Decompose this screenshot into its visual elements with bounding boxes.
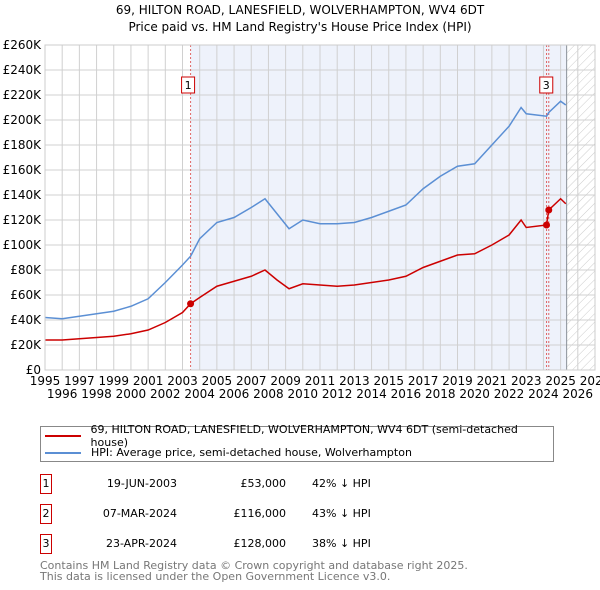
y-tick-label: £80K xyxy=(10,263,42,277)
x-tick-label: 2006 xyxy=(219,387,250,401)
x-tick-label: 2025 xyxy=(545,374,576,388)
sale-marker-badge: 2 xyxy=(40,504,52,524)
x-tick-label: 2001 xyxy=(133,374,164,388)
y-tick-label: £260K xyxy=(3,38,43,52)
x-tick-label: 2008 xyxy=(253,387,284,401)
y-tick-label: £220K xyxy=(3,88,43,102)
y-tick-label: £200K xyxy=(3,113,43,127)
x-tick-label: 2020 xyxy=(459,387,490,401)
x-tick-label: 2011 xyxy=(305,374,336,388)
y-tick-label: £100K xyxy=(3,238,43,252)
x-tick-label: 2018 xyxy=(425,387,456,401)
legend-label: HPI: Average price, semi-detached house,… xyxy=(91,446,412,459)
x-tick-label: 2002 xyxy=(150,387,181,401)
y-tick-label: £140K xyxy=(3,188,43,202)
sale-marker-badge: 1 xyxy=(40,474,52,494)
x-tick-label: 2013 xyxy=(339,374,370,388)
plot-border xyxy=(44,44,596,371)
legend-item-hpi: HPI: Average price, semi-detached house,… xyxy=(41,444,412,461)
y-tick-label: £60K xyxy=(10,288,42,302)
hpi-line xyxy=(44,100,567,320)
sale-label-box xyxy=(181,76,196,94)
x-tick-label: 2023 xyxy=(511,374,542,388)
x-tick-label: 1995 xyxy=(30,374,61,388)
sale-date: 19-JUN-2003 xyxy=(106,477,177,490)
x-tick-label: 2003 xyxy=(167,374,198,388)
red-line-swatch xyxy=(45,434,81,437)
x-tick-label: 2007 xyxy=(236,374,267,388)
sale-date: 23-APR-2024 xyxy=(105,537,177,550)
sale-point xyxy=(543,221,551,229)
chart-title: 69, HILTON ROAD, LANESFIELD, WOLVERHAMPT… xyxy=(115,3,485,17)
x-tick-label: 2022 xyxy=(494,387,525,401)
y-tick-label: £120K xyxy=(3,213,43,227)
x-tick-label: 2000 xyxy=(116,387,147,401)
ownership-shade xyxy=(190,45,567,370)
x-tick-label: 1997 xyxy=(64,374,95,388)
x-tick-label: 2004 xyxy=(184,387,215,401)
legend: 69, HILTON ROAD, LANESFIELD, WOLVERHAMPT… xyxy=(40,423,554,462)
sale-delta: 43% ↓ HPI xyxy=(312,507,371,520)
footer-line: Contains HM Land Registry data © Crown c… xyxy=(40,559,468,572)
legend-item-property: 69, HILTON ROAD, LANESFIELD, WOLVERHAMPT… xyxy=(41,423,553,449)
y-tick-label: £160K xyxy=(3,163,43,177)
x-tick-label: 2015 xyxy=(373,374,404,388)
forecast-hatch xyxy=(566,45,595,370)
sale-date: 07-MAR-2024 xyxy=(102,507,177,520)
sale-label: 3 xyxy=(543,79,550,92)
x-tick-label: 2027 xyxy=(580,374,600,388)
price-chart: £0 £20K £40K £60K £80K £100K £120K £140K £160K £1… xyxy=(3,38,600,401)
sale-point xyxy=(187,300,195,308)
sale-point xyxy=(545,206,553,214)
y-tick-label: £20K xyxy=(10,338,42,352)
sale-price: £116,000 xyxy=(233,507,287,520)
chart-subtitle: Price paid vs. HM Land Registry's House … xyxy=(128,20,472,34)
sale-label-box xyxy=(539,76,554,94)
x-tick-label: 1998 xyxy=(81,387,112,401)
footer: Contains HM Land Registry data © Crown c… xyxy=(40,560,468,582)
x-tick-label: 2016 xyxy=(391,387,422,401)
y-tick-label: £240K xyxy=(3,63,43,77)
sale-price: £53,000 xyxy=(240,477,287,490)
sale-delta: 38% ↓ HPI xyxy=(312,537,371,550)
x-tick-label: 1999 xyxy=(98,374,129,388)
x-tick-label: 2010 xyxy=(288,387,319,401)
x-tick-label: 2014 xyxy=(356,387,387,401)
legend-label: 69, HILTON ROAD, LANESFIELD, WOLVERHAMPT… xyxy=(90,422,518,449)
sale-label: 1 xyxy=(185,79,192,92)
x-tick-label: 2021 xyxy=(477,374,508,388)
x-tick-label: 2019 xyxy=(442,374,473,388)
y-tick-label: £0 xyxy=(26,363,41,377)
sale-delta: 42% ↓ HPI xyxy=(312,477,371,490)
y-tick-label: £40K xyxy=(10,313,42,327)
x-tick-label: 2005 xyxy=(202,374,233,388)
x-tick-label: 1996 xyxy=(47,387,78,401)
x-tick-label: 2024 xyxy=(528,387,559,401)
sale-price: £128,000 xyxy=(233,537,287,550)
blue-line-swatch xyxy=(45,451,81,454)
x-tick-label: 2009 xyxy=(270,374,301,388)
footer-line: This data is licensed under the Open Gov… xyxy=(40,570,391,583)
y-tick-label: £180K xyxy=(3,138,43,152)
x-tick-label: 2017 xyxy=(408,374,439,388)
property-line xyxy=(45,197,567,341)
x-tick-label: 2026 xyxy=(563,387,594,401)
sale-marker-badge: 3 xyxy=(40,534,52,554)
x-tick-label: 2012 xyxy=(322,387,353,401)
